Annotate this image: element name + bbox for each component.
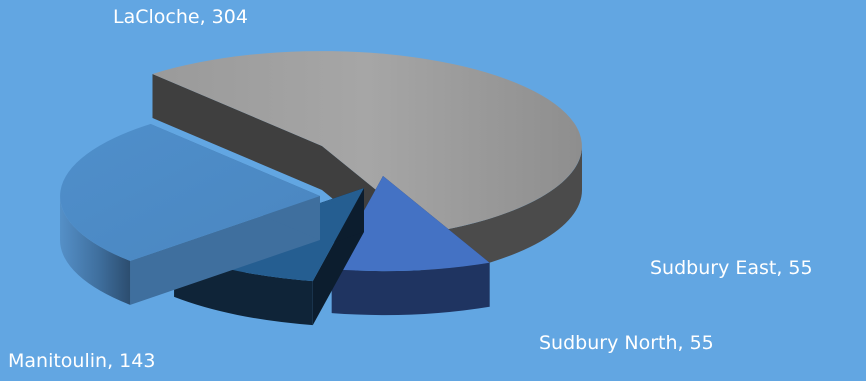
sudbury-east-side-0 [331, 262, 490, 315]
slice-manitoulin [60, 124, 321, 261]
data-label-lacloche: LaCloche, 304 [113, 6, 248, 28]
lacloche-wall-0 [152, 74, 322, 190]
data-label-sudbury-east: Sudbury East, 55 [650, 257, 813, 279]
data-label-manitoulin: Manitoulin, 143 [8, 350, 156, 372]
manitoulin-side-0 [60, 196, 131, 305]
slice-sudbury-east [331, 176, 490, 271]
slice-lacloche [152, 51, 582, 233]
lacloche-side-0 [428, 146, 582, 277]
manitoulin-wall-0 [130, 196, 320, 305]
data-label-sudbury-north: Sudbury North, 55 [539, 332, 714, 354]
